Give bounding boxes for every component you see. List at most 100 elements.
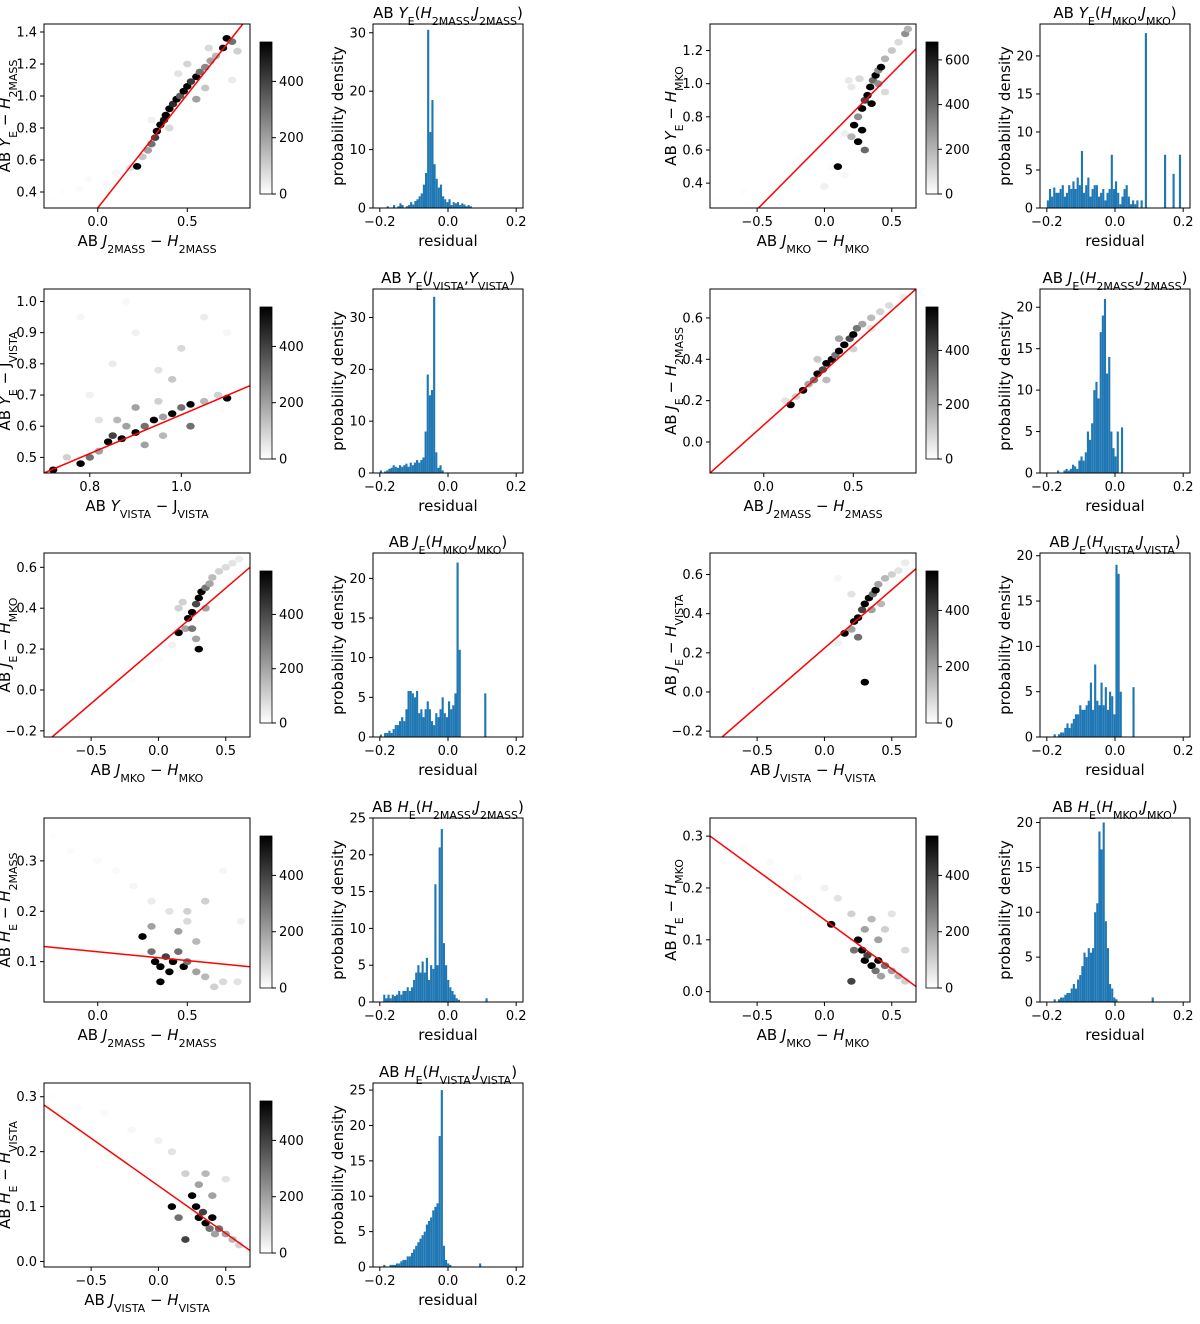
histogram-bar (423, 1231, 426, 1267)
y-tick-label: 1.0 (16, 295, 37, 310)
panel-title: AB HE(HMKO,JMKO) (1052, 798, 1177, 822)
hexbin-cell (76, 313, 85, 321)
axes-frame (43, 23, 251, 209)
y-tick-label: 0 (358, 996, 366, 1011)
hexbin-cell (48, 832, 58, 839)
y-tick-label: 0.2 (16, 905, 37, 920)
plot-area (386, 29, 472, 208)
histogram-bar (429, 132, 432, 208)
x-tick-label: 0.5 (881, 744, 902, 759)
histogram-bar (435, 178, 438, 208)
histogram-bar (1172, 173, 1175, 208)
histogram-bar (387, 994, 390, 1002)
hexbin-cell (847, 977, 856, 985)
hexbin-cell (93, 857, 102, 865)
hexbin-cell (46, 727, 55, 735)
panel-p9: −0.5 0.0 0.5 −0.2 0.0 0.2 0.4 0.6 AB JMKO − HMKO… (0, 552, 304, 785)
hexbin-cell (181, 1170, 190, 1177)
axes-frame (1039, 552, 1191, 738)
y-tick-label: 0.0 (682, 985, 703, 1000)
histogram-bar (393, 1264, 397, 1267)
histogram-bar (1095, 185, 1098, 208)
y-axis-label: AB YE − H2MASS (0, 60, 20, 173)
histogram-bar (452, 705, 455, 737)
hexbin-cell (210, 983, 219, 991)
histogram-bar (415, 972, 418, 1002)
hexbin-cell (181, 1236, 190, 1243)
histogram-bar (1070, 723, 1073, 737)
y-axis-label: AB JE − HMKO (0, 597, 20, 692)
x-tick-label: 0.0 (438, 1274, 459, 1289)
histogram-bar (1065, 192, 1069, 208)
hexbin-cell (867, 314, 876, 322)
panel-p4: −0.2 0.0 0.2 0 5 10 15 20 residual probability de… (996, 4, 1194, 250)
hexbin-cell (187, 1192, 197, 1199)
histogram-bar (461, 203, 464, 208)
histogram-bar (440, 829, 443, 1002)
hexbin-cell (903, 25, 913, 33)
hexbin-cell (235, 555, 244, 563)
y-tick-label: 0.2 (682, 881, 703, 896)
hexbin-cell (867, 962, 876, 970)
histogram-bar (434, 1206, 437, 1267)
histogram-bar (1053, 999, 1056, 1002)
histogram-bar (1078, 185, 1081, 208)
y-tick-label: 0.6 (682, 143, 703, 158)
hexbin-cell (235, 1241, 244, 1249)
x-axis-label: AB J2MASS − H2MASS (743, 497, 882, 521)
colorbar-tick-label: 200 (945, 143, 970, 158)
histogram-bar (427, 979, 431, 1002)
histogram-bar (1110, 431, 1113, 473)
y-axis-label: probability density (996, 311, 1014, 451)
histogram-bar (424, 172, 428, 208)
histogram-bar (458, 649, 461, 737)
hexbin-cell (147, 116, 156, 124)
hexbin-cell (195, 68, 204, 76)
histogram-bar (415, 1245, 418, 1267)
hexbin-cell (167, 1203, 177, 1210)
histogram-bar (406, 1256, 409, 1267)
hexbin-cell (191, 1203, 201, 1210)
histogram-bar (1102, 822, 1105, 1002)
y-tick-label: −0.2 (5, 724, 37, 739)
hexbin-cell (208, 1192, 217, 1199)
histogram-bar (379, 470, 382, 473)
hexbin-cell (236, 917, 246, 925)
y-tick-label: 25 (349, 1084, 366, 1099)
fit-line (44, 945, 250, 968)
hexbin-cell (857, 606, 867, 614)
hexbin-cell (847, 910, 856, 918)
hexbin-cell (853, 633, 863, 641)
histogram-bar (1129, 204, 1133, 208)
hexbin-cell (739, 188, 748, 195)
y-tick-label: 0.4 (682, 177, 703, 192)
histogram-bar (413, 697, 417, 737)
histogram-bar (438, 847, 441, 1002)
y-axis-label: probability density (996, 575, 1014, 715)
axes-frame (709, 23, 917, 209)
hexbin-cell (887, 967, 896, 975)
histogram-bar (396, 1263, 399, 1267)
histogram-bar (1081, 966, 1084, 1002)
histogram-bar (1111, 988, 1114, 1002)
plot-area (46, 555, 250, 737)
y-tick-label: 1.4 (16, 26, 37, 41)
hexbin-cell (849, 121, 859, 129)
x-tick-label: 0.5 (881, 1009, 902, 1024)
histogram-bar (397, 206, 400, 208)
hexbin-cell (222, 329, 232, 337)
histogram-bar (1115, 181, 1118, 208)
histogram-bar (1125, 185, 1128, 208)
hexbin-cell (847, 133, 856, 141)
x-tick-label: 0.0 (87, 215, 108, 230)
x-tick-label: −0.2 (1031, 215, 1063, 230)
histogram-bar (426, 374, 429, 473)
x-tick-label: 0.0 (87, 1009, 108, 1024)
colorbar-tick-label: 0 (945, 453, 953, 468)
histogram-bar (403, 465, 406, 473)
histogram-bar (1104, 687, 1107, 737)
y-tick-label: 0.2 (682, 394, 703, 409)
histogram-bar (484, 693, 487, 737)
hexbin-cell (860, 600, 869, 608)
y-tick-label: 10 (349, 415, 366, 430)
